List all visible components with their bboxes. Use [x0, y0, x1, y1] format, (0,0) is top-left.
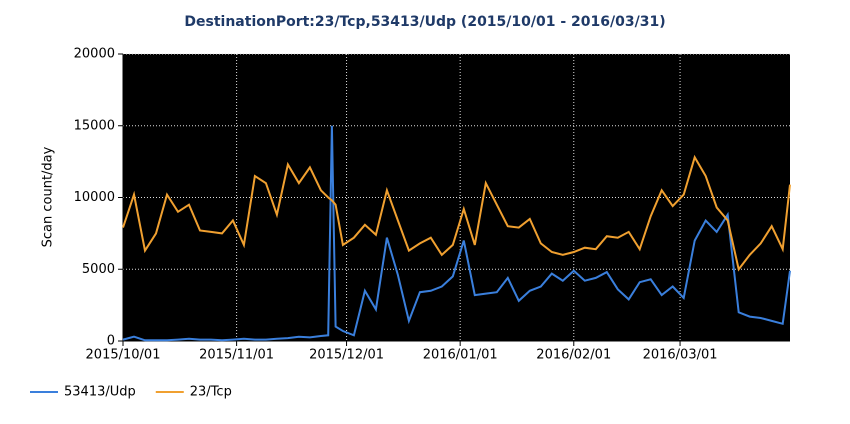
legend-label: 53413/Udp	[64, 385, 136, 400]
y-axis-label: Scan count/day	[41, 146, 56, 247]
y-tick-label: 20000	[74, 47, 115, 62]
x-tick-label: 2016/03/01	[643, 348, 718, 363]
x-tick-label: 2015/11/01	[199, 348, 274, 363]
x-tick-label: 2015/12/01	[309, 348, 384, 363]
x-tick-label: 2016/01/01	[423, 348, 498, 363]
y-tick-label: 10000	[74, 190, 115, 205]
x-tick-label: 2016/02/01	[536, 348, 611, 363]
series-line	[122, 125, 791, 342]
y-tick-label: 5000	[82, 262, 115, 277]
legend-label: 23/Tcp	[190, 385, 232, 400]
chart-title: DestinationPort:23/Tcp,53413/Udp (2015/1…	[184, 14, 665, 30]
y-tick-label: 0	[107, 334, 115, 349]
x-tick-label: 2015/10/01	[86, 348, 161, 363]
y-tick-label: 15000	[74, 118, 115, 133]
series-line	[122, 154, 791, 272]
